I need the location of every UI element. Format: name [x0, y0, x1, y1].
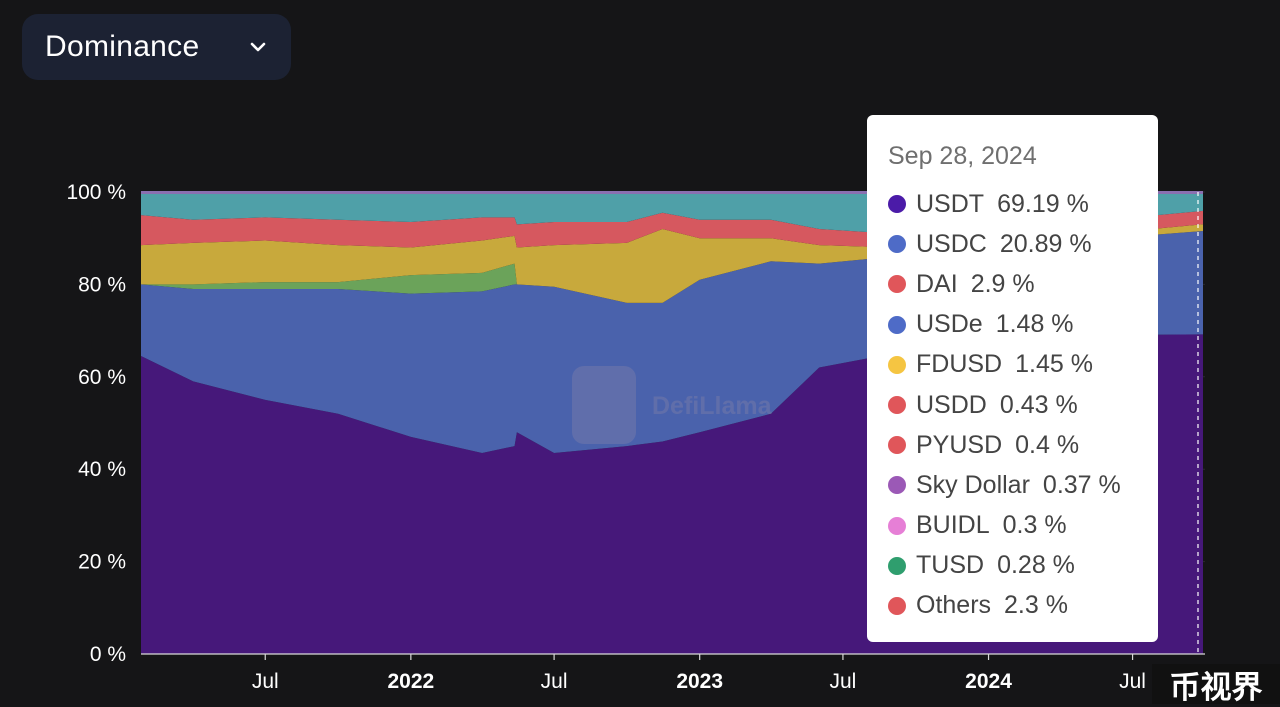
tooltip-rows: USDT 69.19 % USDC 20.89 % DAI 2.9 % USDe 1.48 %…	[888, 184, 1158, 626]
tooltip-series-value: 2.9 %	[970, 269, 1035, 298]
x-axis-ticks: Jul 2022 Jul 2023 Jul 2024 Jul	[252, 654, 1146, 693]
tooltip-row: FDUSD 1.45 %	[888, 345, 1158, 385]
y-tick-label: 20 %	[78, 551, 126, 574]
tooltip-row: USDC 20.89 %	[888, 224, 1158, 264]
tooltip-series-name: USDT	[916, 189, 985, 218]
legend-dot-icon	[888, 436, 906, 455]
x-tick-label: Jul	[541, 670, 568, 693]
x-tick-label: Jul	[1119, 670, 1146, 693]
legend-dot-icon	[888, 596, 906, 615]
tooltip-series-name: USDD	[916, 390, 987, 419]
tooltip-row: USDD 0.43 %	[888, 385, 1158, 425]
chart-watermark: DefiLlama	[572, 366, 773, 444]
tooltip-series-value: 0.43 %	[999, 390, 1078, 419]
tooltip-series-name: Others	[916, 591, 992, 620]
tooltip-series-value: 2.3 %	[1004, 591, 1068, 620]
x-tick-label: Jul	[252, 670, 279, 693]
legend-dot-icon	[888, 355, 906, 374]
corner-watermark: 币视界	[1152, 664, 1280, 705]
tooltip-series-value: 69.19 %	[997, 189, 1089, 218]
tooltip-row: BUIDL 0.3 %	[888, 506, 1158, 546]
area-busd	[141, 230, 1203, 303]
tooltip-row: PYUSD 0.4 %	[888, 425, 1158, 465]
chart-tooltip: Sep 28, 2024 USDT 69.19 % USDC 20.89 % DAI 2.…	[867, 115, 1158, 642]
tooltip-date: Sep 28, 2024	[888, 142, 1037, 170]
legend-dot-icon	[888, 235, 906, 254]
x-tick-label: 2023	[676, 670, 723, 693]
legend-dot-icon	[888, 195, 906, 214]
tooltip-series-value: 0.37 %	[1042, 470, 1121, 499]
tooltip-series-name: TUSD	[916, 551, 985, 580]
llama-logo-icon	[572, 366, 636, 444]
area-minor-band	[141, 191, 1203, 194]
x-tick-label: 2024	[965, 670, 1012, 693]
tooltip-series-name: FDUSD	[916, 350, 1003, 379]
tooltip-row: TUSD 0.28 %	[888, 546, 1158, 586]
tooltip-row: USDT 69.19 %	[888, 184, 1158, 224]
area-dai	[141, 224, 1203, 303]
x-tick-label: 2022	[387, 670, 434, 693]
tooltip-series-value: 1.45 %	[1015, 350, 1093, 379]
legend-dot-icon	[888, 556, 906, 575]
y-tick-label: 80 %	[78, 273, 126, 296]
legend-dot-icon	[888, 516, 906, 535]
dropdown-label: Dominance	[45, 30, 200, 63]
tooltip-series-name: DAI	[916, 269, 958, 298]
tooltip-series-value: 0.3 %	[1002, 511, 1067, 540]
y-tick-label: 100 %	[66, 181, 126, 204]
tooltip-row: Sky Dollar 0.37 %	[888, 465, 1158, 505]
y-axis-ticks: 0 % 20 % 40 % 60 % 80 % 100 %	[66, 181, 126, 666]
tooltip-row: Others 2.3 %	[888, 586, 1158, 626]
y-tick-label: 40 %	[78, 458, 126, 481]
tooltip-series-name: BUIDL	[916, 511, 990, 540]
legend-dot-icon	[888, 315, 906, 334]
tooltip-series-name: USDC	[916, 229, 987, 258]
chart-type-dropdown[interactable]: Dominance	[22, 14, 291, 80]
tooltip-series-value: 0.28 %	[997, 551, 1075, 580]
legend-dot-icon	[888, 476, 906, 495]
chevron-down-icon	[250, 42, 266, 52]
y-tick-label: 60 %	[78, 366, 126, 389]
tooltip-series-value: 1.48 %	[995, 310, 1074, 339]
tooltip-row: USDe 1.48 %	[888, 305, 1158, 345]
tooltip-series-name: Sky Dollar	[916, 470, 1030, 499]
tooltip-row: DAI 2.9 %	[888, 264, 1158, 304]
x-tick-label: Jul	[830, 670, 857, 693]
legend-dot-icon	[888, 275, 906, 294]
watermark-text: DefiLlama	[652, 392, 773, 420]
legend-dot-icon	[888, 396, 906, 415]
tooltip-series-name: PYUSD	[916, 430, 1003, 459]
tooltip-series-name: USDe	[916, 310, 983, 339]
tooltip-series-value: 0.4 %	[1015, 430, 1080, 459]
tooltip-series-value: 20.89 %	[999, 229, 1092, 258]
y-tick-label: 0 %	[90, 643, 126, 666]
